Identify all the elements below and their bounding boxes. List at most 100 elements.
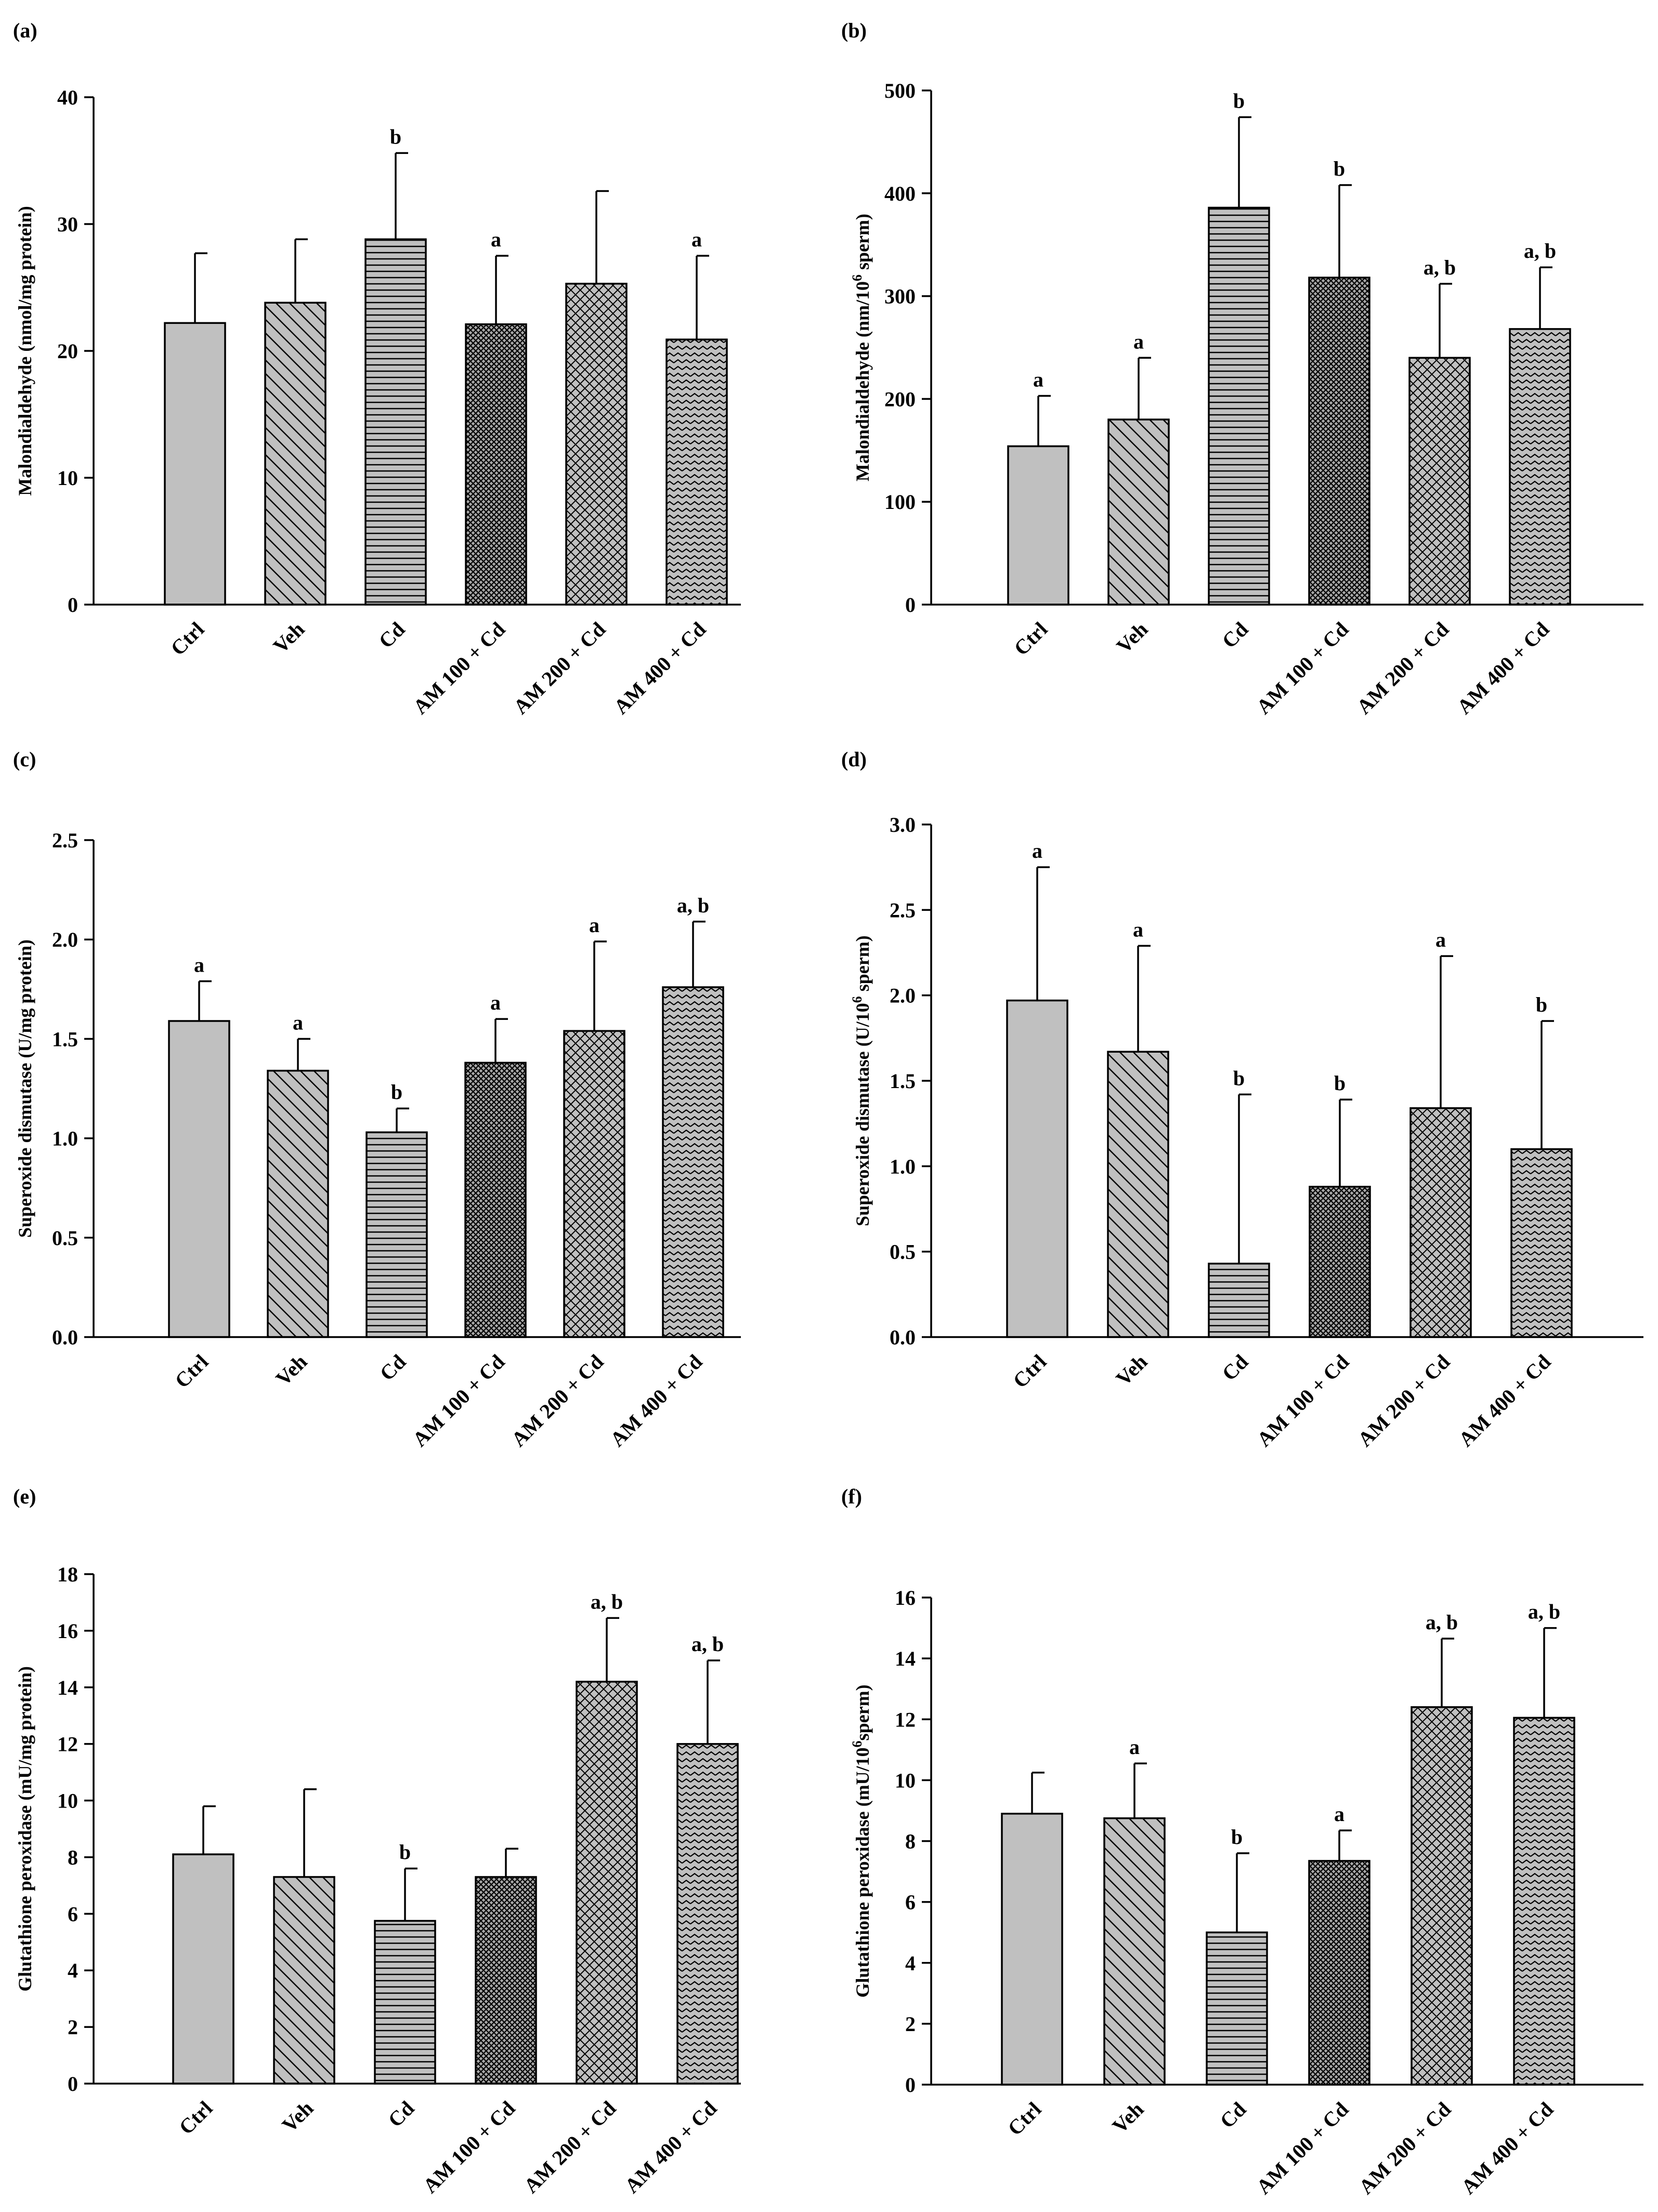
chart-panel-f: (f) Ctrl a Veh b Cd a AM 100 + Cd a, b AM 200 + C…	[841, 1485, 1643, 2198]
panel-letter: (b)	[841, 19, 867, 42]
category-label: AM 200 + Cd	[1354, 2098, 1456, 2199]
bar	[1208, 1262, 1270, 1338]
significance-label: b	[1334, 157, 1345, 180]
significance-label: a	[589, 913, 599, 937]
panel-letter: (d)	[841, 748, 867, 771]
bar	[168, 1020, 230, 1338]
category-label: AM 100 + Cd	[419, 2097, 520, 2198]
y-tick-label: 30	[57, 213, 78, 236]
y-tick-label: 14	[895, 1647, 916, 1670]
category-label: Veh	[1112, 618, 1152, 658]
significance-label: a, b	[1524, 239, 1556, 263]
significance-label: b	[1536, 993, 1547, 1016]
category-label: AM 200 + Cd	[1353, 1350, 1455, 1451]
y-tick-label: 400	[884, 182, 916, 205]
category-label: Cd	[1217, 1350, 1252, 1385]
bar	[1103, 1817, 1166, 2086]
bar	[267, 1069, 329, 1338]
category-label: Ctrl	[1003, 2098, 1046, 2140]
y-tick-label: 2.5	[52, 829, 78, 852]
significance-label: b	[399, 1840, 411, 1864]
category-label: AM 400 + Cd	[1453, 618, 1554, 719]
y-tick-label: 14	[57, 1676, 78, 1699]
bar	[1510, 1148, 1573, 1338]
y-tick-label: 18	[57, 1563, 78, 1586]
category-label: AM 200 + Cd	[1352, 618, 1454, 719]
category-label: AM 400 + Cd	[606, 1350, 707, 1451]
y-tick-label: 1.0	[890, 1155, 916, 1178]
category-label: AM 400 + Cd	[1454, 1350, 1556, 1451]
category-label: Cd	[383, 2097, 419, 2132]
category-label: AM 100 + Cd	[1252, 618, 1353, 719]
bar	[364, 238, 427, 606]
y-tick-label: 0	[68, 2072, 78, 2096]
y-tick-label: 200	[884, 387, 916, 411]
category-label: Veh	[277, 2097, 318, 2137]
y-tick-label: 2.5	[890, 898, 916, 922]
category-label: Veh	[271, 1350, 311, 1391]
panel-letter: (f)	[841, 1485, 862, 1508]
y-tick-label: 2	[68, 2015, 78, 2039]
bar	[1107, 418, 1170, 606]
category-label: Ctrl	[166, 618, 208, 660]
bar	[1206, 1931, 1268, 2086]
y-tick-label: 0	[905, 2073, 916, 2097]
significance-label: a, b	[677, 894, 709, 917]
y-axis-title: Superoxide dismutase (U/mg protein)	[15, 939, 35, 1238]
bar	[172, 1853, 234, 2085]
bar	[1309, 1186, 1371, 1338]
y-tick-label: 300	[884, 285, 916, 308]
y-tick-label: 10	[57, 466, 78, 490]
chart-panel-e: (e) Ctrl Veh b Cd AM 100 + Cd a, b AM 200 + Cd a…	[13, 1485, 741, 2197]
y-tick-label: 2.0	[890, 984, 916, 1007]
y-tick-label: 16	[895, 1586, 916, 1609]
y-tick-label: 16	[57, 1619, 78, 1643]
y-tick-label: 0.0	[52, 1326, 78, 1349]
bar	[1208, 206, 1270, 606]
category-label: Ctrl	[1008, 1350, 1051, 1393]
significance-label: a	[194, 953, 204, 977]
category-label: Veh	[268, 618, 309, 658]
bar	[1007, 445, 1069, 606]
y-tick-label: 0	[68, 593, 78, 617]
significance-label: a, b	[1424, 256, 1456, 279]
significance-label: a	[1435, 928, 1446, 951]
chart-panel-d: (d) a Ctrl a Veh b Cd b AM 100 + Cd a AM 200 + Cd b…	[841, 748, 1643, 1451]
significance-label: a	[1133, 330, 1144, 353]
bar	[264, 302, 327, 606]
category-label: AM 100 + Cd	[1252, 1350, 1354, 1451]
y-tick-label: 10	[895, 1769, 916, 1792]
significance-label: b	[1334, 1071, 1346, 1095]
significance-label: b	[1233, 1066, 1245, 1090]
category-label: AM 400 + Cd	[609, 618, 711, 719]
category-label: AM 100 + Cd	[409, 618, 510, 719]
significance-label: a	[1032, 839, 1042, 862]
bar	[1409, 1107, 1472, 1338]
bar	[662, 986, 724, 1338]
y-axis-title: Glutathione peroxidase (mU/mg protein)	[15, 1666, 35, 1992]
significance-label: a	[1133, 918, 1143, 941]
category-label: Cd	[1215, 2098, 1250, 2133]
bar	[665, 338, 728, 606]
chart-panel-c: (c) a Ctrl a Veh b Cd a AM 100 + Cd a AM 200 + Cd a…	[13, 748, 741, 1451]
bar	[273, 1876, 335, 2085]
y-tick-label: 8	[68, 1845, 78, 1869]
bar	[464, 1062, 527, 1338]
y-tick-label: 500	[884, 79, 916, 102]
y-tick-label: 40	[57, 86, 78, 109]
category-label: Ctrl	[170, 1350, 213, 1393]
bar	[475, 1876, 537, 2085]
category-label: AM 400 + Cd	[620, 2097, 722, 2198]
bar	[465, 323, 527, 606]
significance-label: b	[391, 1080, 402, 1104]
significance-label: a	[691, 228, 702, 251]
significance-label: b	[390, 125, 401, 148]
bar	[365, 1131, 428, 1338]
category-label: Cd	[1217, 618, 1252, 653]
bar	[164, 322, 226, 606]
significance-label: a	[1334, 1802, 1344, 1826]
significance-label: a, b	[591, 1590, 623, 1613]
y-axis-title: Malondialdehyde (nm/106 sperm)	[850, 214, 873, 481]
